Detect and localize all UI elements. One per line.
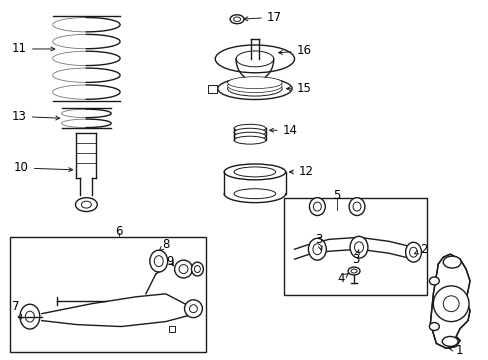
Ellipse shape <box>234 128 265 136</box>
Circle shape <box>189 305 197 313</box>
Ellipse shape <box>428 323 438 330</box>
Ellipse shape <box>309 198 325 216</box>
Text: 5: 5 <box>333 189 340 202</box>
Ellipse shape <box>20 304 40 329</box>
Bar <box>208 85 217 93</box>
Ellipse shape <box>442 256 460 268</box>
Text: 9: 9 <box>166 255 174 267</box>
Circle shape <box>432 286 468 321</box>
Text: 2: 2 <box>414 243 427 256</box>
Text: 3: 3 <box>351 250 359 266</box>
Text: 6: 6 <box>115 225 122 238</box>
Ellipse shape <box>154 256 163 266</box>
Ellipse shape <box>25 311 34 322</box>
Ellipse shape <box>227 81 282 96</box>
Ellipse shape <box>194 266 200 273</box>
Ellipse shape <box>234 132 265 140</box>
Ellipse shape <box>308 238 325 260</box>
Ellipse shape <box>312 244 321 255</box>
Ellipse shape <box>234 136 265 144</box>
Ellipse shape <box>441 337 457 346</box>
Ellipse shape <box>233 17 240 22</box>
Ellipse shape <box>215 45 294 73</box>
Ellipse shape <box>428 277 438 285</box>
Text: 15: 15 <box>286 82 311 95</box>
Ellipse shape <box>348 198 364 216</box>
Text: 14: 14 <box>269 124 297 137</box>
Ellipse shape <box>234 189 275 199</box>
Ellipse shape <box>230 15 244 24</box>
Ellipse shape <box>75 198 97 212</box>
Ellipse shape <box>409 247 417 257</box>
Text: 8: 8 <box>159 238 170 251</box>
Ellipse shape <box>349 236 367 258</box>
Text: 1: 1 <box>448 344 463 357</box>
Ellipse shape <box>405 242 421 262</box>
Ellipse shape <box>313 202 321 211</box>
Ellipse shape <box>81 201 91 208</box>
Polygon shape <box>429 254 469 348</box>
Ellipse shape <box>149 250 167 272</box>
Text: 16: 16 <box>278 44 311 58</box>
Ellipse shape <box>347 267 359 275</box>
Ellipse shape <box>217 78 291 99</box>
Text: 7: 7 <box>12 300 21 319</box>
Ellipse shape <box>236 51 273 67</box>
Text: 11: 11 <box>12 42 55 55</box>
Bar <box>10 237 206 352</box>
Ellipse shape <box>224 164 285 180</box>
Text: 13: 13 <box>12 110 60 123</box>
Ellipse shape <box>227 79 282 93</box>
Ellipse shape <box>350 269 356 273</box>
Text: 3: 3 <box>315 233 322 250</box>
Text: 4: 4 <box>337 273 347 285</box>
Ellipse shape <box>174 260 192 278</box>
Text: 12: 12 <box>289 165 313 179</box>
Ellipse shape <box>227 77 282 89</box>
Text: 10: 10 <box>14 161 72 175</box>
Text: 17: 17 <box>244 11 281 24</box>
Ellipse shape <box>234 124 265 132</box>
Ellipse shape <box>179 265 187 274</box>
Circle shape <box>442 296 458 312</box>
Bar <box>283 198 427 295</box>
Ellipse shape <box>352 202 360 211</box>
Circle shape <box>184 300 202 318</box>
Ellipse shape <box>191 262 203 276</box>
Ellipse shape <box>234 167 275 177</box>
Ellipse shape <box>354 242 363 253</box>
Bar <box>168 325 174 332</box>
